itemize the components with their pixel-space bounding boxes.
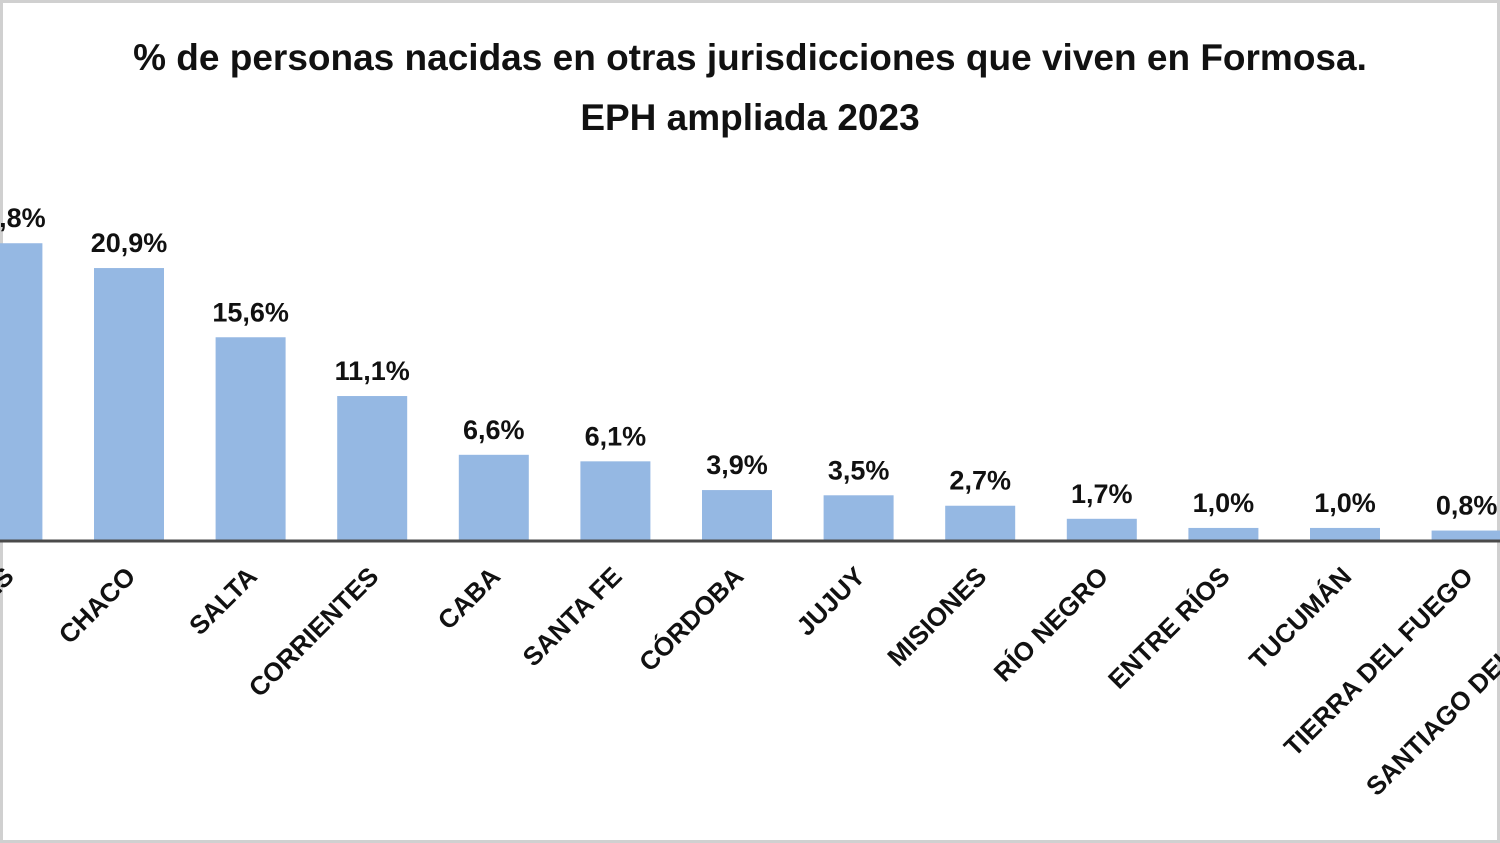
bar — [94, 268, 164, 541]
value-label: 20,9% — [91, 228, 168, 258]
bar — [702, 490, 772, 541]
bar — [0, 243, 43, 541]
value-label: 3,9% — [706, 450, 768, 480]
value-label: 15,6% — [212, 297, 289, 327]
value-label: 1,7% — [1071, 479, 1133, 509]
value-label: 22,8% — [0, 203, 46, 233]
bar — [458, 454, 529, 541]
value-label: 2,7% — [949, 466, 1011, 496]
value-label: 1,0% — [1193, 488, 1255, 518]
bar — [823, 495, 894, 541]
bar — [337, 396, 408, 541]
value-label: 11,1% — [335, 356, 410, 386]
value-label: 6,1% — [585, 421, 647, 451]
bar — [215, 337, 286, 541]
value-label: 1,0% — [1314, 488, 1376, 518]
bar — [580, 461, 651, 541]
value-label: 3,5% — [828, 455, 890, 485]
bar — [1431, 530, 1500, 541]
bar — [1188, 527, 1259, 541]
value-label: 6,6% — [463, 415, 525, 445]
bar — [1066, 518, 1137, 541]
chart-title: % de personas nacidas en otras jurisdicc… — [133, 37, 1367, 78]
value-label: 0,8% — [1436, 491, 1498, 521]
chart-subtitle: EPH ampliada 2023 — [580, 97, 919, 138]
bar — [945, 505, 1016, 541]
bar — [1310, 527, 1380, 541]
